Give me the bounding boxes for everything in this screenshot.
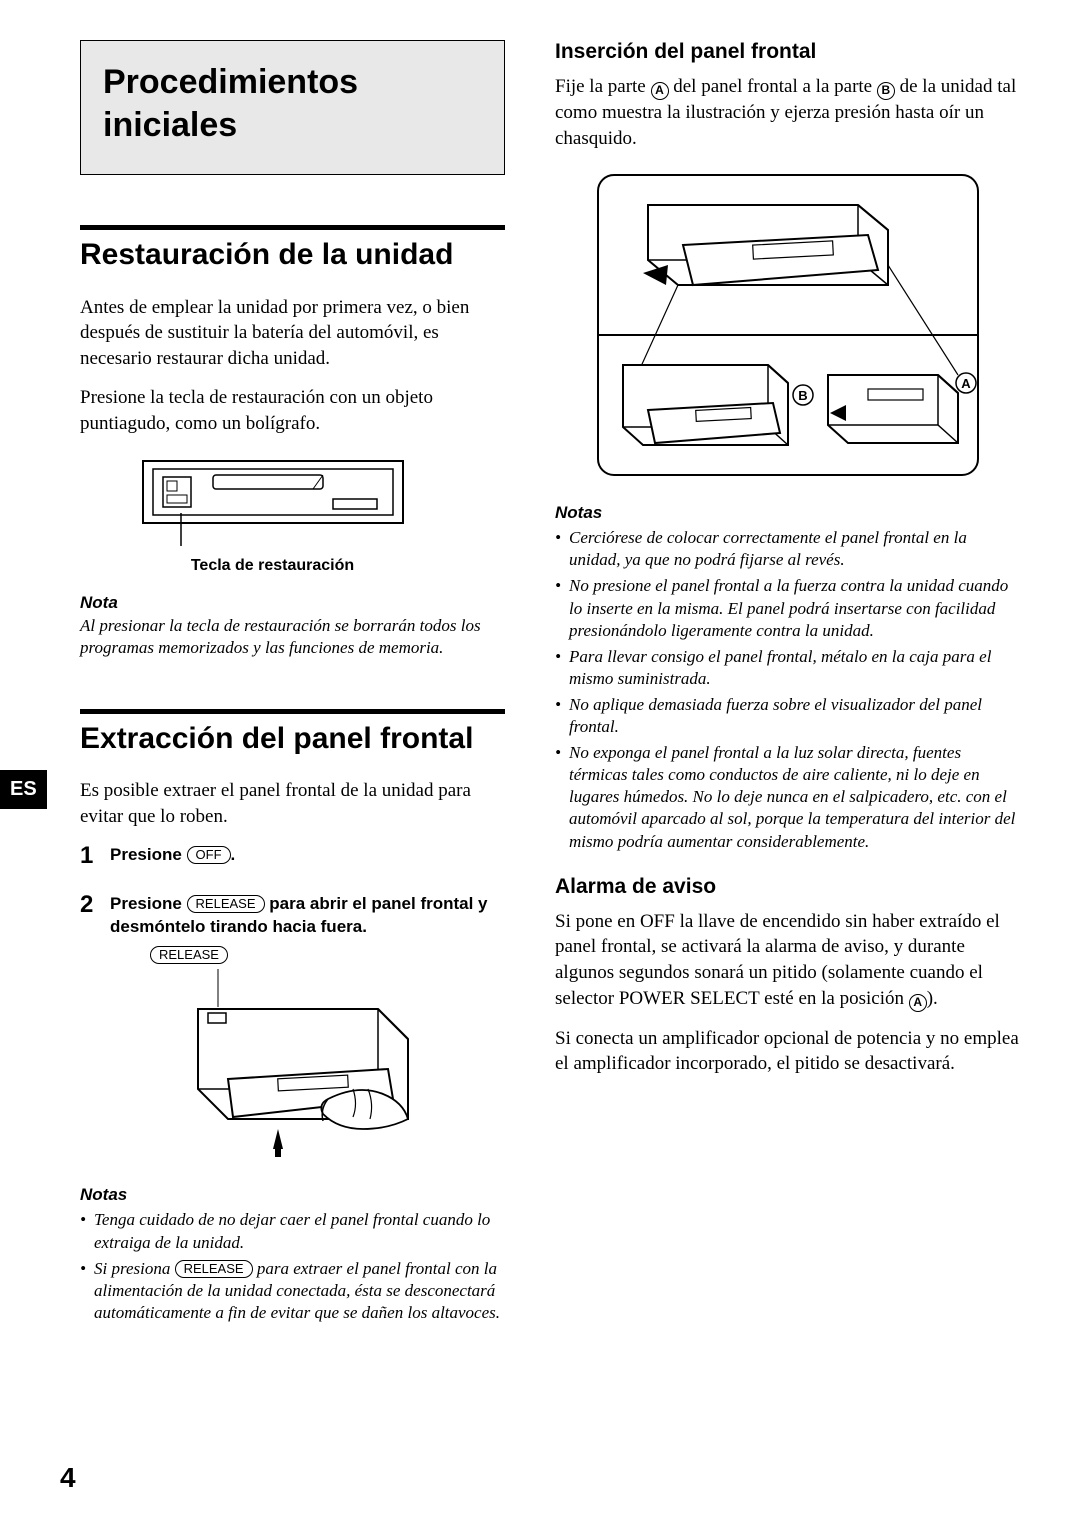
insert-p-prefix: Fije la parte xyxy=(555,76,651,97)
step-1: Presione OFF. xyxy=(80,844,505,867)
page-title-box: Procedimientos iniciales xyxy=(80,40,505,175)
extract-paragraph-1: Es posible extraer el panel frontal de l… xyxy=(80,778,505,829)
section-rule xyxy=(80,225,505,230)
left-column: Procedimientos iniciales Restauración de… xyxy=(40,40,505,1328)
off-button-label: OFF xyxy=(187,846,231,864)
reset-note-text: Al presionar la tecla de restauración se… xyxy=(80,615,505,659)
extract-notes-list: Tenga cuidado de no dejar caer el panel … xyxy=(80,1209,505,1323)
two-column-layout: Procedimientos iniciales Restauración de… xyxy=(40,40,1020,1328)
section-heading-extract: Extracción del panel frontal xyxy=(80,722,505,757)
extract-figure xyxy=(110,969,505,1159)
subsection-heading-alarm: Alarma de aviso xyxy=(555,875,1020,899)
step-2-text: Presione RELEASE para abrir el panel fro… xyxy=(110,894,488,936)
circled-a-icon: A xyxy=(651,82,669,100)
reset-figure: Tecla de restauración xyxy=(40,451,505,575)
release-button-label: RELEASE xyxy=(187,895,265,913)
insert-note-5: No exponga el panel frontal a la luz sol… xyxy=(555,742,1020,852)
subsection-heading-insert: Inserción del panel frontal xyxy=(555,40,1020,64)
notes-heading: Notas xyxy=(555,503,1020,523)
insert-notes-list: Cerciórese de colocar correctamente el p… xyxy=(555,527,1020,852)
note-heading: Nota xyxy=(80,593,505,613)
extract-steps: Presione OFF. Presione RELEASE para abri… xyxy=(80,844,505,1160)
extract-note-2: Si presiona RELEASE para extraer el pane… xyxy=(80,1258,505,1324)
section-rule xyxy=(80,709,505,714)
svg-text:B: B xyxy=(798,388,807,403)
reset-paragraph-1: Antes de emplear la unidad por primera v… xyxy=(80,295,505,372)
extract-note-1: Tenga cuidado de no dejar caer el panel … xyxy=(80,1209,505,1253)
insert-note-1: Cerciórese de colocar correctamente el p… xyxy=(555,527,1020,571)
alarm-p1-suffix: ). xyxy=(927,988,938,1009)
release-button-label: RELEASE xyxy=(175,1260,253,1278)
page-title: Procedimientos iniciales xyxy=(103,61,482,146)
step-2-prefix: Presione xyxy=(110,894,187,913)
extract-note-2-prefix: Si presiona xyxy=(94,1259,175,1278)
circled-b-icon: B xyxy=(877,82,895,100)
insert-figure: B A xyxy=(555,165,1020,485)
insert-note-2: No presione el panel frontal a la fuerza… xyxy=(555,575,1020,641)
reset-figure-caption: Tecla de restauración xyxy=(40,557,505,575)
svg-text:A: A xyxy=(961,376,971,391)
language-tab: ES xyxy=(0,770,47,809)
alarm-paragraph-2: Si conecta un amplificador opcional de p… xyxy=(555,1026,1020,1077)
insert-p-mid: del panel frontal a la parte xyxy=(673,76,877,97)
step-1-text: Presione OFF. xyxy=(110,845,235,864)
step-1-prefix: Presione xyxy=(110,845,187,864)
alarm-paragraph-1: Si pone en OFF la llave de encendido sin… xyxy=(555,909,1020,1012)
circled-a-icon: A xyxy=(909,994,927,1012)
step-1-suffix: . xyxy=(231,845,236,864)
page-number: 4 xyxy=(60,1462,76,1494)
step-2: Presione RELEASE para abrir el panel fro… xyxy=(80,893,505,1160)
insert-paragraph: Fije la parte A del panel frontal a la p… xyxy=(555,74,1020,151)
right-column: Inserción del panel frontal Fije la part… xyxy=(555,40,1020,1328)
reset-paragraph-2: Presione la tecla de restauración con un… xyxy=(80,385,505,436)
section-heading-reset: Restauración de la unidad xyxy=(80,238,505,273)
notes-heading: Notas xyxy=(80,1185,505,1205)
insert-note-3: Para llevar consigo el panel frontal, mé… xyxy=(555,646,1020,690)
insert-note-4: No aplique demasiada fuerza sobre el vis… xyxy=(555,694,1020,738)
release-button-label-figure: RELEASE xyxy=(150,946,228,964)
